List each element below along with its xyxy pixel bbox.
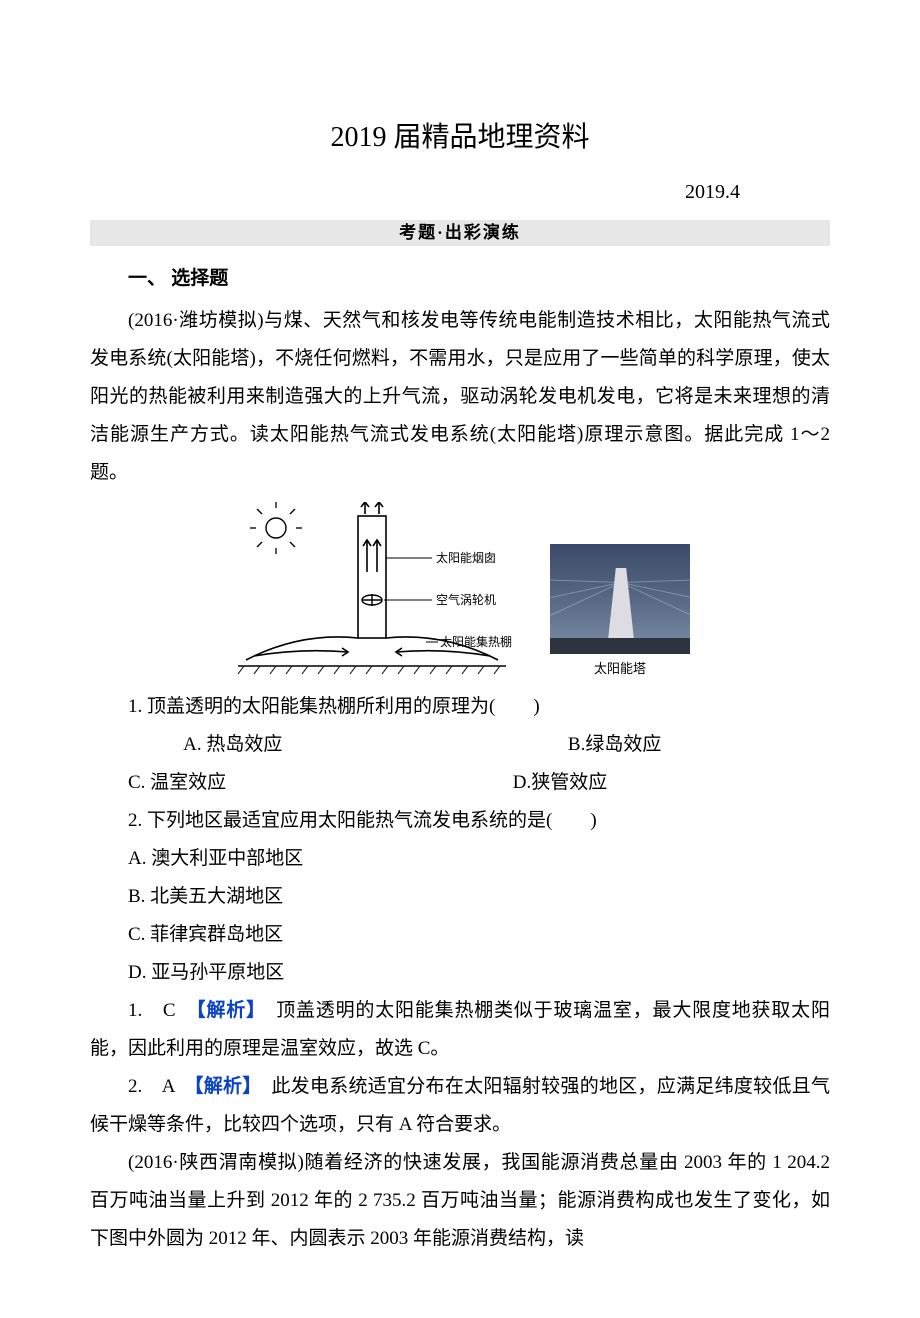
q1-opt-c: C. 温室效应 bbox=[90, 764, 513, 802]
doc-title: 2019 届精品地理资料 bbox=[90, 110, 830, 166]
label-collector: 太阳能集热棚 bbox=[440, 634, 512, 649]
solar-tower-photo: 太阳能塔 bbox=[550, 544, 690, 682]
photo-image bbox=[550, 544, 690, 654]
ans1-head: 1. C bbox=[128, 1000, 196, 1021]
q2-opt-c: C. 菲律宾群岛地区 bbox=[90, 916, 830, 954]
banner-fill-left bbox=[90, 220, 393, 246]
intro2-paragraph: (2016·陕西渭南模拟)随着经济的快速发展，我国能源消费总量由 2003 年的… bbox=[90, 1144, 830, 1258]
q1-opt-d: D.狭管效应 bbox=[513, 764, 830, 802]
label-chimney: 太阳能烟囱 bbox=[436, 550, 496, 565]
q1-opt-b: B.绿岛效应 bbox=[568, 726, 830, 764]
q2-opt-b: B. 北美五大湖地区 bbox=[90, 878, 830, 916]
ans2-label: 【解析】 bbox=[194, 1076, 252, 1097]
intro-body: 与煤、天然气和核发电等传统电能制造技术相比，太阳能热气流式发电系统(太阳能塔)，… bbox=[90, 310, 830, 483]
banner-fill-right bbox=[527, 220, 830, 246]
photo-caption: 太阳能塔 bbox=[550, 656, 690, 682]
ans2-head: 2. A bbox=[128, 1076, 194, 1097]
section-banner: 考题·出彩演练 bbox=[90, 220, 830, 246]
intro2-source: (2016·陕西渭南模拟) bbox=[128, 1152, 304, 1173]
answer-2: 2. A 【解析】 此发电系统适宜分布在太阳辐射较强的地区，应满足纬度较低且气候… bbox=[90, 1068, 830, 1144]
q1-stem: 1. 顶盖透明的太阳能集热棚所利用的原理为( ) bbox=[90, 688, 830, 726]
q2-opt-a: A. 澳大利亚中部地区 bbox=[90, 840, 830, 878]
q1-options-row2: C. 温室效应 D.狭管效应 bbox=[90, 764, 830, 802]
page-root: 2019 届精品地理资料 2019.4 考题·出彩演练 一、 选择题 (2016… bbox=[0, 0, 920, 1318]
intro-paragraph: (2016·潍坊模拟)与煤、天然气和核发电等传统电能制造技术相比，太阳能热气流式… bbox=[90, 302, 830, 492]
ans1-label: 【解析】 bbox=[196, 1000, 256, 1021]
answer-1: 1. C 【解析】 顶盖透明的太阳能集热棚类似于玻璃温室，最大限度地获取太阳能，… bbox=[90, 992, 830, 1068]
intro-source: (2016·潍坊模拟) bbox=[128, 310, 264, 331]
q1-opt-a: A. 热岛效应 bbox=[90, 726, 568, 764]
banner-label: 考题·出彩演练 bbox=[393, 220, 527, 246]
section-heading: 一、 选择题 bbox=[90, 260, 830, 298]
solar-tower-diagram: 太阳能烟囱 空气涡轮机 太阳能集热棚 bbox=[230, 502, 520, 682]
figure-row: 太阳能烟囱 空气涡轮机 太阳能集热棚 太阳能塔 bbox=[90, 502, 830, 682]
q2-opt-d: D. 亚马孙平原地区 bbox=[90, 954, 830, 992]
q2-stem: 2. 下列地区最适宜应用太阳能热气流发电系统的是( ) bbox=[90, 802, 830, 840]
q1-options-row1: A. 热岛效应 B.绿岛效应 bbox=[90, 726, 830, 764]
label-turbine: 空气涡轮机 bbox=[436, 592, 496, 607]
doc-date: 2019.4 bbox=[90, 172, 830, 212]
